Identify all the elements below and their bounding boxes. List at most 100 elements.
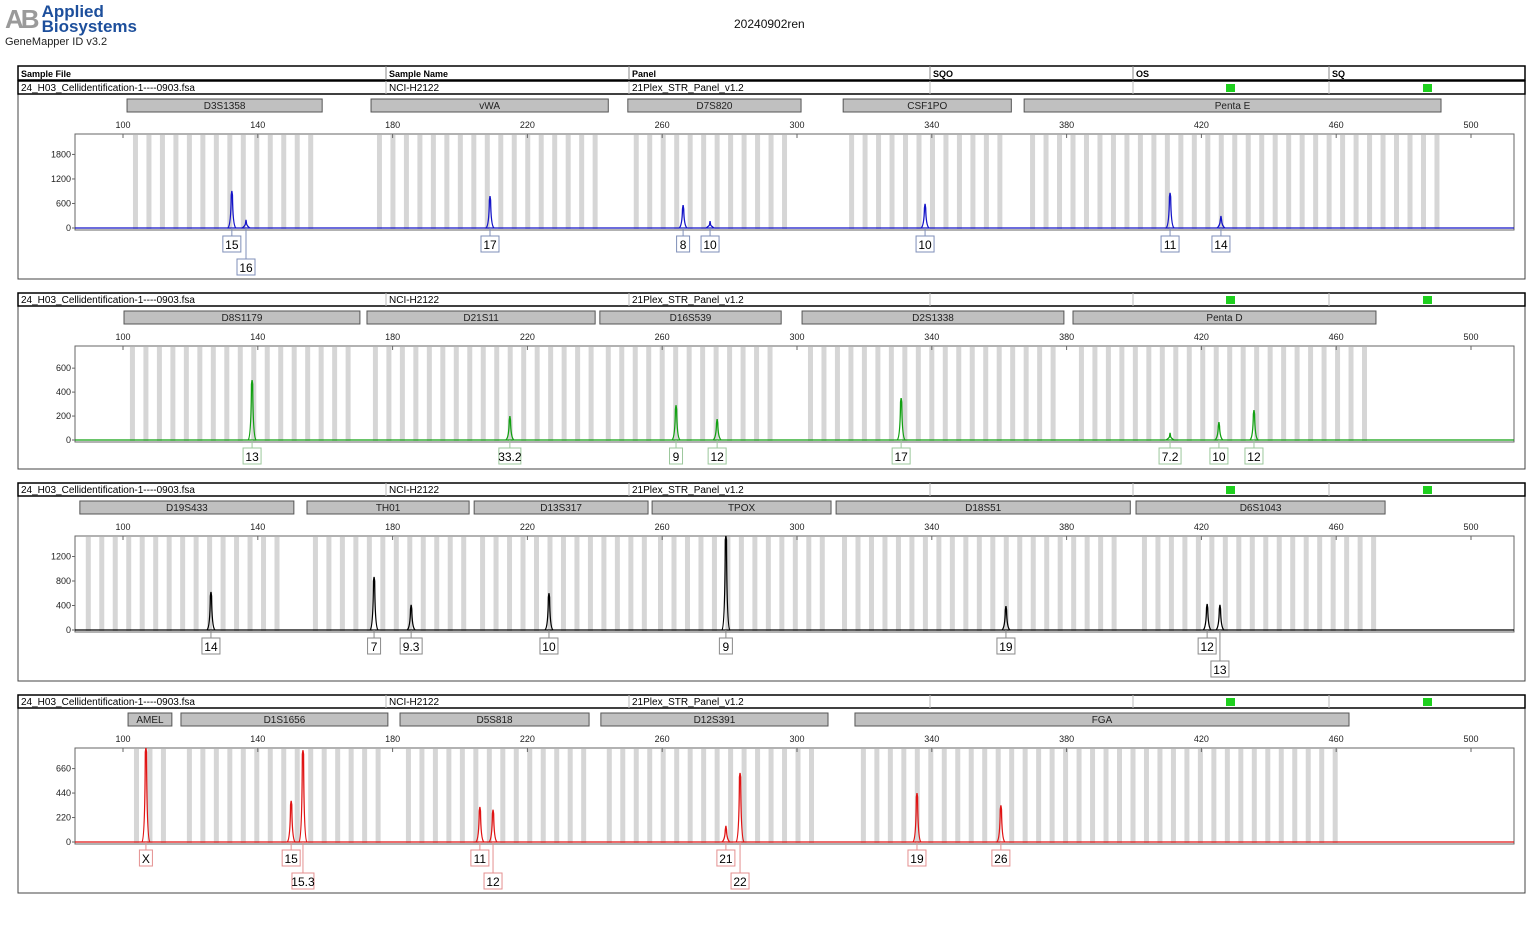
allele-bin (1182, 537, 1188, 631)
allele-bin (1281, 347, 1287, 441)
allele-label-box (996, 637, 1016, 655)
allele-label: X (142, 852, 150, 866)
allele-bin (1049, 749, 1055, 843)
allele-bin (261, 537, 267, 631)
locus-bar-csf1po (842, 98, 1012, 113)
column-header-panel: Panel (632, 69, 656, 79)
allele-bin (565, 135, 571, 229)
brand-line-1: Applied (41, 2, 104, 21)
locus-label: D19S433 (166, 503, 208, 514)
allele-label-box (1244, 447, 1264, 465)
allele-bin (928, 749, 934, 843)
allele-label: 17 (894, 450, 908, 464)
sq-status-indicator (1423, 486, 1432, 494)
allele-bin (671, 537, 677, 631)
x-tick-label: 140 (250, 120, 265, 130)
sample-file: 24_H03_Cellidentification-1----0903.fsa (21, 295, 195, 306)
allele-bin (291, 347, 297, 441)
x-tick-label: 100 (115, 734, 130, 744)
allele-label-box (891, 447, 911, 465)
y-tick-label: 600 (56, 363, 71, 373)
allele-bin (200, 135, 206, 229)
allele-bin (956, 135, 962, 229)
allele-label-box (1211, 235, 1231, 253)
allele-bin (990, 537, 996, 631)
allele-bin (1332, 749, 1338, 843)
allele-bin (592, 135, 598, 229)
allele-label: 21 (719, 852, 733, 866)
x-tick-label: 100 (115, 120, 130, 130)
allele-label-box (1209, 447, 1229, 465)
y-tick-label: 220 (56, 813, 71, 823)
allele-label: 11 (1164, 238, 1177, 252)
allele-bin (1155, 537, 1161, 631)
allele-bin (348, 749, 354, 843)
allele-bin (1249, 537, 1255, 631)
peak-8 (678, 205, 688, 229)
peak-11 (1165, 192, 1175, 229)
sample-panel-2: 24_H03_Cellidentification-1----0903.fsa N… (17, 292, 1526, 470)
sample-panel-3: 24_H03_Cellidentification-1----0903.fsa N… (17, 482, 1526, 682)
peak-22 (735, 772, 745, 843)
x-tick-label: 140 (250, 332, 265, 342)
x-tick-label: 300 (789, 522, 804, 532)
allele-bin (1119, 347, 1125, 441)
allele-bin (197, 347, 203, 441)
x-tick-label: 180 (385, 522, 400, 532)
allele-bin (752, 537, 758, 631)
allele-bin (540, 749, 546, 843)
allele-bin (1205, 135, 1211, 229)
x-tick-label: 300 (789, 734, 804, 744)
x-tick-label: 220 (520, 120, 535, 130)
locus-label: D21S11 (463, 313, 499, 324)
x-tick-label: 180 (385, 332, 400, 342)
allele-bin (1308, 347, 1314, 441)
allele-label: 16 (239, 261, 253, 275)
allele-bin (1200, 347, 1206, 441)
locus-bar-d16s539 (599, 310, 782, 325)
allele-bin (876, 135, 882, 229)
allele-bin (139, 537, 145, 631)
x-tick-label: 260 (655, 734, 670, 744)
allele-bin (660, 135, 666, 229)
allele-bin (713, 347, 719, 441)
allele-label: 13 (245, 450, 259, 464)
allele-bin (929, 347, 935, 441)
allele-bin (399, 347, 405, 441)
ab-logo-mark: AB (5, 4, 40, 34)
y-tick-label: 200 (56, 411, 71, 421)
allele-label: 10 (703, 238, 717, 252)
allele-label-box (399, 637, 423, 655)
locus-label: D7S820 (696, 101, 733, 112)
allele-bin (1057, 135, 1063, 229)
allele-bin (628, 537, 634, 631)
allele-bin (1063, 749, 1069, 843)
x-tick-label: 380 (1059, 332, 1074, 342)
allele-bin (1326, 135, 1332, 229)
allele-bin (312, 537, 318, 631)
allele-bin (915, 347, 921, 441)
peak-13 (247, 380, 257, 441)
peak-16 (241, 219, 251, 229)
allele-bin (521, 347, 527, 441)
allele-bin (1092, 347, 1098, 441)
peak-19 (1001, 606, 1011, 631)
peak-15.3 (298, 750, 308, 843)
allele-bin (1317, 537, 1323, 631)
allele-label: 10 (542, 640, 556, 654)
allele-bin (220, 537, 226, 631)
allele-bin (1213, 347, 1219, 441)
locus-label: D3S1358 (204, 101, 246, 112)
allele-bin (1380, 135, 1386, 229)
allele-bin (1168, 537, 1174, 631)
allele-bin (207, 537, 213, 631)
allele-bin (997, 135, 1003, 229)
peak-X (141, 747, 151, 843)
allele-bin (740, 347, 746, 441)
allele-bin (247, 537, 253, 631)
allele-bin (673, 347, 679, 441)
locus-label: D1S1656 (264, 715, 306, 726)
allele-bin (1286, 135, 1292, 229)
allele-bin (237, 347, 243, 441)
peak-10 (920, 203, 930, 229)
